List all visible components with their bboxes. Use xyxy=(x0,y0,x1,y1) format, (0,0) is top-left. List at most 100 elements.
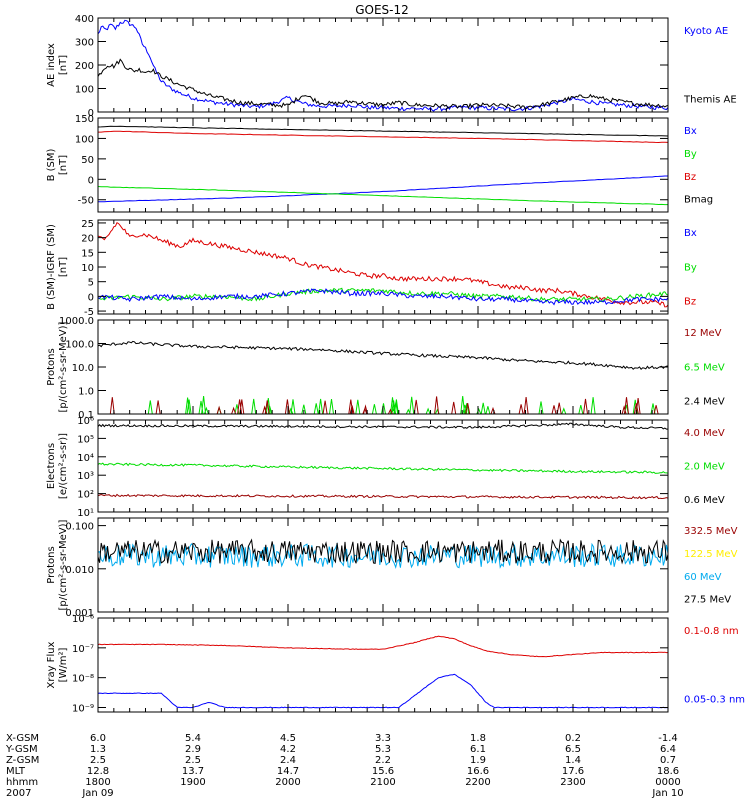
series-xray-0 xyxy=(98,635,668,658)
y-axis-label: AE index xyxy=(46,43,57,87)
series-group xyxy=(98,422,668,500)
y-tick-label: 0.010 xyxy=(65,565,94,576)
ephemeris-value: 1.4 xyxy=(565,755,581,766)
series-electrons-1 xyxy=(98,462,668,474)
panel-electrons: 10¹ 10² 10³ 10⁴ 10⁵ 10⁶ Electrons [e/(cm²-s-sr)… xyxy=(46,416,725,519)
ephemeris-value: 15.6 xyxy=(372,766,394,777)
y-tick-label: 1.0 xyxy=(78,387,94,398)
y-axis-units: [p/(cm²-s-sr-MeV)] xyxy=(58,321,69,412)
legend-entry: 122.5 MeV xyxy=(684,549,738,560)
y-tick-label: 10⁶ xyxy=(77,416,94,427)
ephemeris-value: 17.6 xyxy=(562,766,584,777)
y-axis-label: Protons xyxy=(46,348,57,385)
panel-protons_high: 0.001 0.010 0.100 Protons [p/(cm²-s-sr-MeV)]… xyxy=(46,517,738,619)
series-xray-1 xyxy=(98,673,668,709)
y-tick-label: 0 xyxy=(88,175,94,186)
panel-frame xyxy=(97,17,669,113)
y-tick-label: 5 xyxy=(88,278,94,289)
series-group xyxy=(98,340,668,414)
ephemeris-value: 2000 xyxy=(275,777,300,788)
ephemeris-row-label: 2007 xyxy=(6,788,31,799)
series-protons_low-0 xyxy=(98,340,668,370)
y-tick-label: 20 xyxy=(81,234,94,245)
legend-entry: Bx xyxy=(684,126,697,137)
y-axis-label: B (SM) xyxy=(46,148,57,181)
series-group xyxy=(98,538,668,569)
ephemeris-value: 0.7 xyxy=(660,755,676,766)
ephemeris-value: 5.4 xyxy=(185,733,201,744)
ephemeris-value: 0000 xyxy=(655,777,680,788)
y-tick-label: 0.1 xyxy=(78,410,94,421)
series-group xyxy=(98,19,668,112)
legend-entry: 332.5 MeV xyxy=(684,526,738,537)
y-tick-label: 50 xyxy=(81,155,94,166)
y-tick-label: 100 xyxy=(75,134,94,145)
ephemeris-value: 14.7 xyxy=(277,766,299,777)
ephemeris-value: 2200 xyxy=(465,777,490,788)
ephemeris-value: 2.2 xyxy=(375,755,391,766)
legend-entry: 6.5 MeV xyxy=(684,362,725,373)
ephemeris-value: -1.4 xyxy=(658,733,678,744)
ephemeris-value: 2.4 xyxy=(280,755,296,766)
panel-xray: 10⁻⁹ 10⁻⁸ 10⁻⁷ 10⁻⁶ Xray Flux [W/m²] 0.1-0.8 n… xyxy=(46,614,745,715)
y-axis-label: Xray Flux xyxy=(46,641,57,688)
y-tick-label: 300 xyxy=(75,38,94,49)
series-group xyxy=(98,635,668,709)
ephemeris-value: 12.8 xyxy=(87,766,109,777)
y-tick-label: 0.100 xyxy=(65,522,94,533)
y-axis-units: [W/m²] xyxy=(58,647,69,682)
y-tick-label: 0 xyxy=(88,292,94,303)
ephemeris-value: 2.9 xyxy=(185,744,201,755)
ephemeris-value: 6.1 xyxy=(470,744,486,755)
ephemeris-row-label: X-GSM xyxy=(6,733,39,744)
y-tick-label: 100.0 xyxy=(65,340,94,351)
series-group xyxy=(98,125,668,206)
series-bdiff-2 xyxy=(98,288,668,306)
y-tick-label: 10⁻⁹ xyxy=(72,704,94,715)
series-protons_high-1 xyxy=(98,538,668,565)
ephemeris-value: Jan 10 xyxy=(651,788,683,799)
y-tick-label: 15 xyxy=(81,248,94,259)
y-tick-label: 10⁻⁸ xyxy=(72,674,94,685)
series-electrons-2 xyxy=(98,493,668,500)
ephemeris-value: 1.3 xyxy=(90,744,106,755)
y-tick-label: 10⁴ xyxy=(77,453,94,464)
y-axis-units: [nT] xyxy=(58,55,69,75)
y-tick-label: 25 xyxy=(81,219,94,230)
ephemeris-row-label: hhmm xyxy=(6,777,38,788)
legend-entry: Bx xyxy=(684,228,697,239)
legend-entry: 0.6 MeV xyxy=(684,495,725,506)
y-axis-units: [nT] xyxy=(58,257,69,277)
ephemeris-value: 4.2 xyxy=(280,744,296,755)
series-bdiff-0 xyxy=(98,221,668,308)
y-tick-label: 100 xyxy=(75,85,94,96)
legend-entry: By xyxy=(684,149,697,160)
y-tick-label: 10³ xyxy=(77,471,94,482)
y-tick-label: 10¹ xyxy=(77,508,94,519)
panel-protons_low: 0.1 1.0 10.0 100.0 1000.0 Protons [p/(cm²-s-sr… xyxy=(46,316,725,421)
ephemeris-value: 16.6 xyxy=(467,766,489,777)
ephemeris-value: 0.2 xyxy=(565,733,581,744)
legend-entry: 2.0 MeV xyxy=(684,461,725,472)
panel-frame xyxy=(97,319,669,415)
y-axis-units: [nT] xyxy=(58,155,69,175)
ephemeris-value: 1800 xyxy=(85,777,110,788)
panel-bdiff: -5 0 5 10 15 20 25 B (SM)-IGRF (SM) [nT] Bx By Bz xyxy=(46,219,697,318)
y-axis-label: B (SM)-IGRF (SM) xyxy=(46,224,57,310)
ephemeris-value: 6.0 xyxy=(90,733,106,744)
ephemeris-row-label: Y-GSM xyxy=(5,744,38,755)
legend-entry: 60 MeV xyxy=(684,572,722,583)
series-bdiff-1 xyxy=(98,287,668,303)
series-ae-1 xyxy=(98,58,668,110)
y-tick-label: 10⁻⁶ xyxy=(72,614,94,625)
y-tick-label: 10² xyxy=(77,490,94,501)
y-tick-label: 0.001 xyxy=(65,608,94,619)
y-tick-label: -5 xyxy=(84,307,94,318)
ephemeris-value: 3.3 xyxy=(375,733,391,744)
legend-entry: 12 MeV xyxy=(684,328,722,339)
legend-entry: Kyoto AE xyxy=(684,26,728,37)
ephemeris-value: 2300 xyxy=(560,777,585,788)
panel-frame xyxy=(97,617,669,713)
y-axis-units: [p/(cm²-s-sr-MeV)] xyxy=(58,519,69,610)
